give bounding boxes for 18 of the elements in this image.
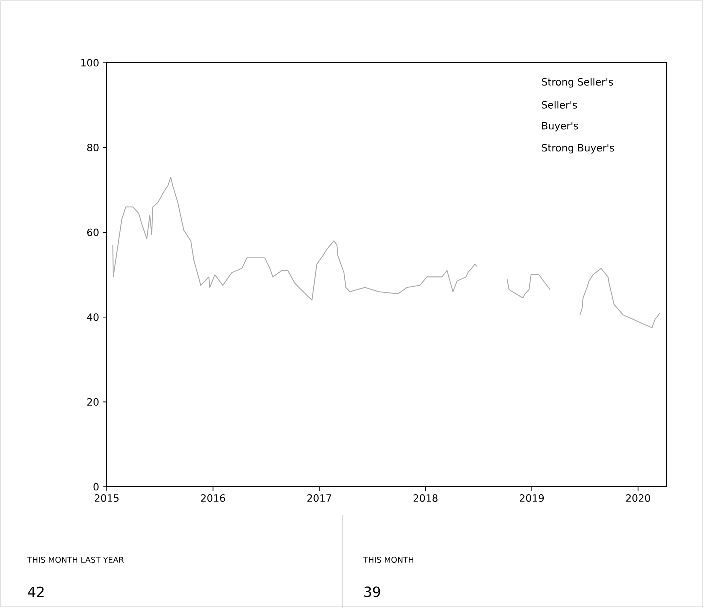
annotation: Strong Seller's (542, 78, 614, 88)
x-tick-label: 2017 (308, 494, 332, 502)
text: 42 (28, 586, 44, 598)
annotation: Buyer's (542, 122, 578, 132)
x-tick-label: 2019 (520, 494, 544, 502)
y-tick-label: 80 (87, 144, 99, 152)
y-tick-label: 20 (88, 398, 99, 406)
annotation: Strong Buyer's (542, 144, 614, 154)
y-tick-label: 100 (82, 59, 99, 67)
x-tick-label: 2020 (626, 494, 650, 502)
text: 39 (364, 586, 380, 598)
x-tick-label: 2016 (201, 494, 226, 502)
y-tick-label: 0 (94, 483, 99, 491)
y-tick-label: 60 (88, 228, 99, 236)
annotation: Seller's (542, 101, 578, 109)
x-tick-label: 2015 (95, 494, 119, 502)
y-tick-label: 40 (87, 314, 99, 322)
x-tick-label: 2018 (414, 494, 438, 502)
